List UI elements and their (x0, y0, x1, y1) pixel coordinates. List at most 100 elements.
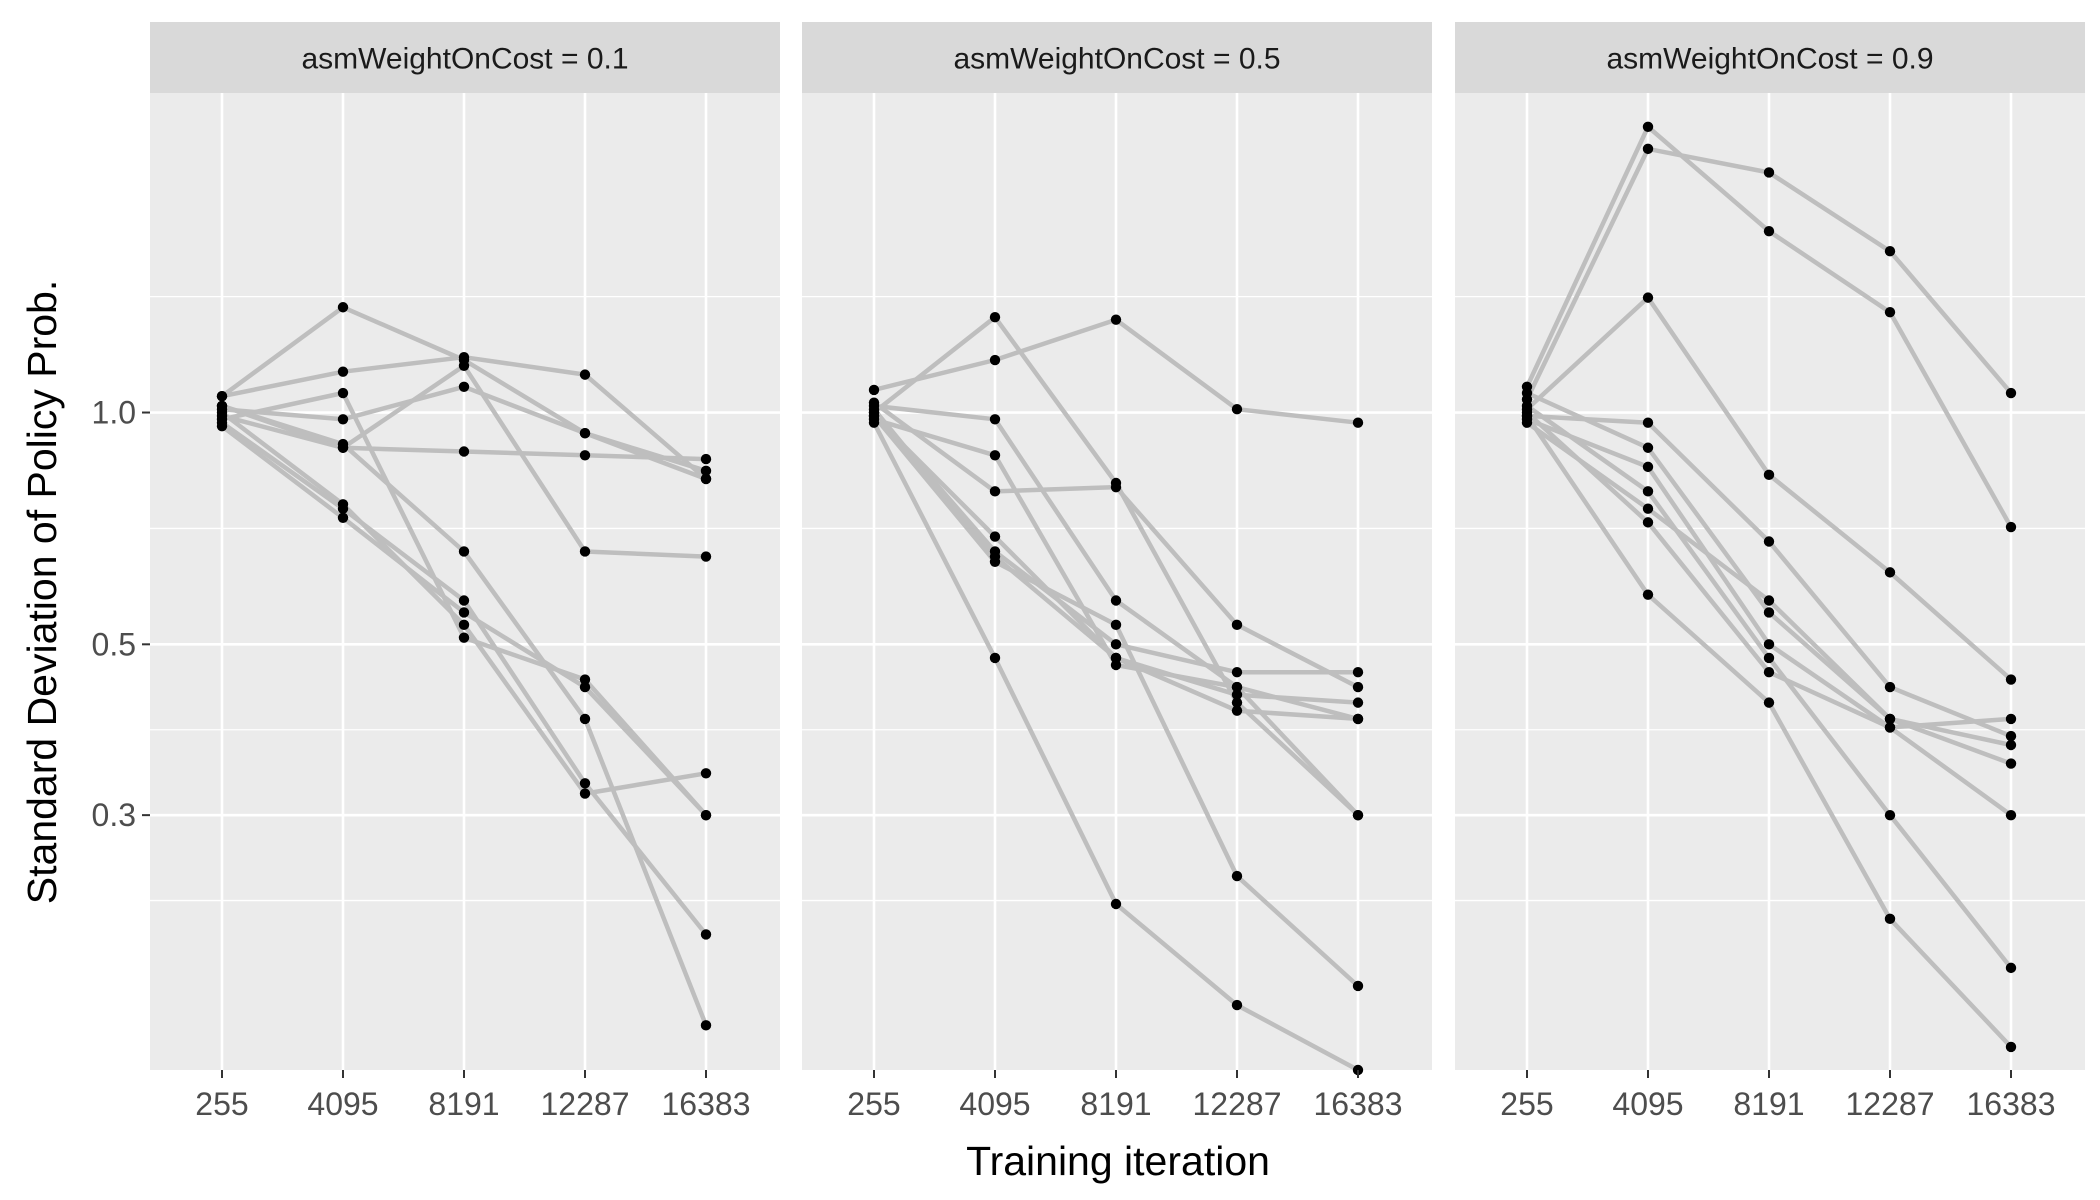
x-tick-label: 8191 (1733, 1086, 1804, 1122)
data-point (700, 551, 712, 562)
data-point (1642, 292, 1654, 303)
x-tick-label: 255 (1500, 1086, 1553, 1122)
data-point (989, 546, 1001, 557)
data-point (1352, 809, 1364, 821)
facet-panel: asmWeightOnCost = 0.1 255 4095 8191 12287 163… (150, 22, 780, 1122)
facet-strip-label: asmWeightOnCost = 0.1 (301, 43, 628, 76)
x-tick-label: 4095 (959, 1086, 1030, 1122)
data-point (989, 531, 1001, 542)
data-point (989, 556, 1001, 567)
data-point (1763, 167, 1775, 178)
x-axis-title: Training iteration (966, 1138, 1270, 1184)
data-point (989, 450, 1001, 461)
data-point (337, 302, 349, 313)
data-point (1642, 417, 1654, 428)
data-point (1642, 461, 1654, 473)
data-point (1884, 567, 1896, 578)
data-point (579, 369, 591, 380)
data-point (458, 351, 470, 363)
data-point (1352, 697, 1364, 708)
data-point (1231, 697, 1243, 708)
data-point (989, 311, 1001, 323)
data-point (1642, 442, 1654, 453)
data-point (868, 410, 880, 422)
data-point (1110, 595, 1122, 606)
data-point (1884, 722, 1896, 733)
facet-strip (150, 22, 780, 93)
data-point (216, 400, 228, 412)
x-tick-label: 255 (847, 1086, 900, 1122)
data-point (1231, 705, 1243, 716)
data-point (1231, 689, 1243, 700)
data-point (1110, 314, 1122, 325)
y-tick-label: 1.0 (92, 395, 136, 431)
data-point (2005, 521, 2017, 533)
data-point (2005, 387, 2017, 399)
data-point (1763, 666, 1775, 678)
x-tick-label: 16383 (1314, 1086, 1403, 1122)
data-point (1110, 652, 1122, 664)
data-point (579, 450, 591, 461)
data-point (458, 381, 470, 392)
data-point (1884, 713, 1896, 725)
data-point (989, 354, 1001, 366)
x-tick-label: 12287 (1846, 1086, 1935, 1122)
data-point (1352, 666, 1364, 678)
data-point (1763, 697, 1775, 708)
data-point (700, 453, 712, 465)
data-point (579, 788, 591, 799)
data-point (2005, 739, 2017, 751)
data-point (458, 546, 470, 557)
data-point (1352, 417, 1364, 428)
data-point (216, 391, 228, 402)
data-point (1352, 713, 1364, 725)
data-point (868, 397, 880, 408)
data-point (1884, 246, 1896, 257)
x-tick-label: 4095 (1612, 1086, 1683, 1122)
data-point (2005, 758, 2017, 769)
data-point (700, 1020, 712, 1031)
x-tick-label: 8191 (428, 1086, 499, 1122)
data-point (700, 809, 712, 821)
data-point (989, 414, 1001, 425)
data-point (337, 512, 349, 523)
data-point (579, 546, 591, 557)
facet-strip-label: asmWeightOnCost = 0.9 (1606, 43, 1933, 76)
data-point (2005, 1041, 2017, 1053)
x-tick-label: 4095 (307, 1086, 378, 1122)
data-point (700, 465, 712, 477)
data-point (1110, 619, 1122, 631)
x-tick-label: 16383 (1967, 1086, 2056, 1122)
data-point (1231, 666, 1243, 678)
data-point (458, 446, 470, 457)
data-point (1763, 639, 1775, 650)
facet-panel: asmWeightOnCost = 0.9 255 4095 8191 12287 163… (1455, 22, 2085, 1122)
data-point (1763, 536, 1775, 547)
data-point (700, 929, 712, 940)
data-point (989, 486, 1001, 497)
data-point (216, 420, 228, 432)
y-tick-label: 0.3 (92, 797, 136, 833)
data-point (1884, 306, 1896, 318)
data-point (579, 674, 591, 685)
data-point (337, 499, 349, 510)
data-point (1231, 870, 1243, 882)
data-point (1763, 225, 1775, 237)
data-point (2005, 809, 2017, 821)
data-point (1642, 486, 1654, 497)
facet-panel: asmWeightOnCost = 0.5 255 4095 8191 12287 163… (802, 22, 1432, 1122)
data-point (458, 619, 470, 631)
data-point (579, 681, 591, 693)
x-tick-label: 255 (195, 1086, 248, 1122)
data-point (2005, 674, 2017, 685)
x-tick-label: 12287 (541, 1086, 630, 1122)
data-point (1352, 980, 1364, 992)
data-point (1110, 898, 1122, 910)
data-point (2005, 713, 2017, 725)
data-point (1884, 809, 1896, 821)
facet-strip (1455, 22, 2085, 93)
y-tick-label: 0.5 (92, 626, 136, 662)
data-point (1231, 999, 1243, 1011)
x-tick-label: 16383 (662, 1086, 751, 1122)
